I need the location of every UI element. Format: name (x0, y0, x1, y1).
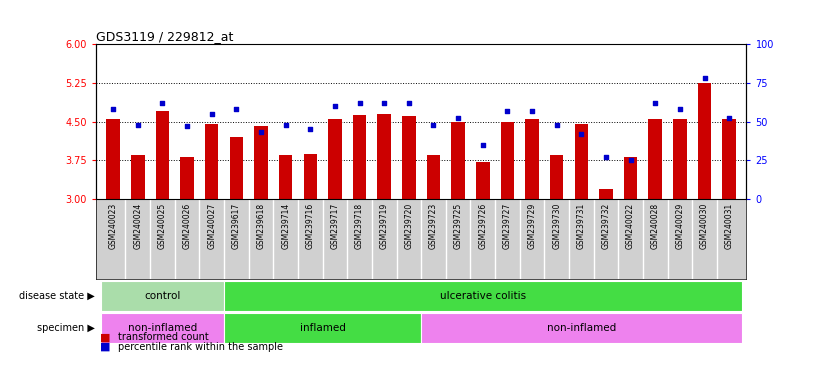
Text: GSM239618: GSM239618 (257, 203, 265, 249)
Bar (156, 111, 169, 199)
Text: GSM239720: GSM239720 (404, 203, 414, 249)
Bar (131, 155, 144, 199)
Bar (224, 281, 741, 311)
Text: GSM239718: GSM239718 (355, 203, 364, 249)
Point (722, 115, 736, 121)
Text: GSM240025: GSM240025 (158, 203, 167, 249)
Text: GSM239727: GSM239727 (503, 203, 512, 249)
Text: disease state ▶: disease state ▶ (19, 291, 95, 301)
Bar (378, 114, 391, 199)
Text: percentile rank within the sample: percentile rank within the sample (118, 342, 284, 352)
Bar (500, 121, 515, 199)
Bar (550, 155, 564, 199)
Text: GSM240029: GSM240029 (676, 203, 685, 249)
Bar (107, 119, 120, 199)
Text: GSM239716: GSM239716 (306, 203, 314, 249)
Point (624, 157, 637, 163)
Text: GSM240030: GSM240030 (700, 203, 709, 249)
Text: GSM239719: GSM239719 (379, 203, 389, 249)
Text: GSM239725: GSM239725 (454, 203, 463, 249)
Bar (254, 126, 268, 199)
Point (451, 115, 465, 121)
Bar (229, 137, 244, 199)
Text: GSM239726: GSM239726 (478, 203, 487, 249)
Text: non-inflamed: non-inflamed (128, 323, 197, 333)
Bar (224, 313, 421, 343)
Text: GSM240023: GSM240023 (108, 203, 118, 249)
Point (500, 108, 514, 114)
Text: non-inflamed: non-inflamed (547, 323, 616, 333)
Text: GSM239731: GSM239731 (577, 203, 585, 249)
Text: ulcerative colitis: ulcerative colitis (440, 291, 525, 301)
Point (525, 108, 539, 114)
Point (698, 75, 711, 81)
Bar (205, 124, 219, 199)
Point (205, 111, 219, 117)
Bar (722, 119, 736, 199)
Point (254, 129, 268, 136)
Text: GDS3119 / 229812_at: GDS3119 / 229812_at (96, 30, 234, 43)
Text: inflamed: inflamed (299, 323, 345, 333)
Point (378, 100, 391, 106)
Bar (180, 157, 193, 199)
Point (353, 100, 366, 106)
Bar (673, 119, 686, 199)
Text: ■: ■ (100, 342, 111, 352)
Text: GSM239714: GSM239714 (281, 203, 290, 249)
Bar (421, 313, 741, 343)
Bar (353, 115, 366, 199)
Bar (304, 154, 317, 199)
Bar (698, 83, 711, 199)
Text: GSM239729: GSM239729 (528, 203, 536, 249)
Point (156, 100, 169, 106)
Bar (328, 119, 342, 199)
Text: GSM240027: GSM240027 (207, 203, 216, 249)
Bar (599, 189, 613, 199)
Point (107, 106, 120, 112)
Text: GSM240024: GSM240024 (133, 203, 143, 249)
Bar (649, 119, 662, 199)
Bar (476, 162, 490, 199)
Point (550, 121, 564, 127)
Text: transformed count: transformed count (118, 332, 209, 342)
Bar (575, 124, 588, 199)
Bar (451, 121, 465, 199)
Text: GSM239717: GSM239717 (330, 203, 339, 249)
Text: GSM239730: GSM239730 (552, 203, 561, 249)
Bar (624, 157, 637, 199)
Point (180, 123, 193, 129)
Point (329, 103, 342, 109)
Point (131, 121, 144, 127)
Text: GSM240028: GSM240028 (651, 203, 660, 249)
Point (575, 131, 588, 137)
Text: GSM239617: GSM239617 (232, 203, 241, 249)
Point (279, 121, 293, 127)
Text: ■: ■ (100, 332, 111, 342)
Text: GSM240031: GSM240031 (725, 203, 734, 249)
Bar (427, 155, 440, 199)
Text: GSM240026: GSM240026 (183, 203, 192, 249)
Point (476, 142, 490, 148)
Text: GSM240022: GSM240022 (626, 203, 636, 249)
Bar (101, 313, 224, 343)
Point (304, 126, 317, 132)
Point (649, 100, 662, 106)
Text: GSM239723: GSM239723 (429, 203, 438, 249)
Point (229, 106, 243, 112)
Text: GSM239732: GSM239732 (601, 203, 610, 249)
Bar (402, 116, 415, 199)
Text: specimen ▶: specimen ▶ (38, 323, 95, 333)
Point (673, 106, 686, 112)
Bar (279, 155, 293, 199)
Bar (525, 119, 539, 199)
Point (427, 121, 440, 127)
Point (600, 154, 613, 160)
Point (402, 100, 415, 106)
Bar (101, 281, 224, 311)
Text: control: control (144, 291, 181, 301)
